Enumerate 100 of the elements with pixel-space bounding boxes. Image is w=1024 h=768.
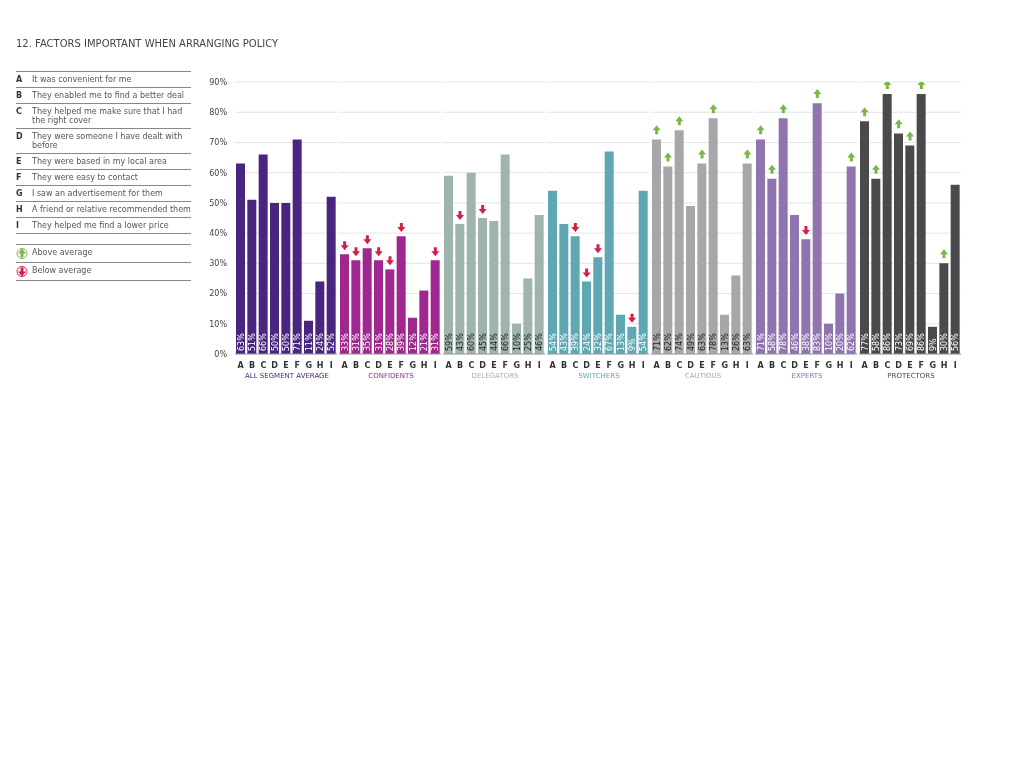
x-tick-label: H (940, 360, 948, 370)
x-tick-label: G (409, 360, 416, 370)
data-label: 78% (709, 332, 719, 351)
data-label: 39% (571, 332, 581, 351)
x-tick-label: B (560, 360, 568, 370)
data-label: 71% (293, 332, 303, 351)
x-tick-label: A (757, 360, 765, 370)
data-label: 74% (675, 332, 685, 351)
x-tick-label: D (895, 360, 903, 370)
bar (430, 260, 440, 354)
data-label: 24% (582, 332, 592, 351)
bar (905, 145, 915, 354)
data-label: 12% (408, 332, 418, 351)
bar (652, 139, 661, 354)
x-tick-label: D (687, 360, 695, 370)
point (652, 125, 661, 135)
x-tick-label: G (617, 360, 624, 370)
category-label: D (16, 132, 24, 143)
x-tick-label: H (420, 360, 428, 370)
data-label: 13% (720, 332, 730, 351)
bar (916, 94, 926, 354)
x-tick-label: B (248, 360, 256, 370)
category-label: A (16, 75, 24, 84)
text: They were someone I have dealt with before (32, 132, 184, 150)
point (756, 125, 765, 135)
point (883, 82, 892, 90)
text: They were based in my local area (32, 157, 168, 166)
x-tick-label: B (768, 360, 776, 370)
x-tick-label: D (791, 360, 799, 370)
x-tick-label: H (628, 360, 636, 370)
bar (882, 94, 892, 354)
data-label: 43% (455, 332, 465, 351)
category-label: C (16, 107, 23, 118)
data-label: 86% (917, 332, 927, 351)
data-label: 66% (259, 332, 269, 351)
bar (604, 151, 614, 354)
x-tick-label: I (433, 360, 437, 370)
x-tick-label: C (468, 360, 475, 370)
data-label: 62% (663, 332, 673, 351)
x-tick-label: C (260, 360, 267, 370)
text: They helped me make sure that I had the right cover (32, 107, 184, 125)
bar (351, 260, 361, 354)
data-label: 49% (686, 332, 696, 351)
data-label: 10% (512, 332, 522, 351)
x-tick-label: H (316, 360, 324, 370)
x-tick-label: I (329, 360, 333, 370)
x-tick-label: B (664, 360, 672, 370)
data-label: 69% (905, 332, 915, 351)
x-tick-label: D (479, 360, 487, 370)
bar (559, 224, 569, 354)
data-label: 54% (548, 332, 558, 351)
point (917, 82, 926, 90)
data-label: 13% (616, 332, 626, 351)
data-label: 67% (605, 332, 615, 351)
data-label: 56% (951, 332, 961, 351)
x-tick-label: B (872, 360, 880, 370)
y-tick-label: 40% (209, 228, 228, 238)
data-label: 73% (894, 332, 904, 351)
bar (281, 202, 291, 354)
point (940, 249, 948, 259)
bar (258, 154, 268, 354)
category-label: B (16, 91, 24, 100)
data-label: 59% (444, 332, 454, 351)
point (675, 116, 684, 126)
bar (778, 118, 788, 354)
x-tick-label: C (364, 360, 371, 370)
point (698, 149, 706, 159)
point (363, 235, 372, 245)
data-label: 35% (363, 332, 373, 351)
point (397, 223, 406, 233)
text: Below average (32, 266, 93, 277)
bar (247, 199, 257, 354)
x-tick-label: E (803, 360, 809, 370)
data-label: 9% (928, 337, 938, 351)
point (779, 104, 788, 114)
data-label: 46% (535, 332, 545, 351)
data-label: 21% (419, 332, 429, 351)
point (743, 149, 752, 159)
bar (270, 202, 279, 354)
data-label: 71% (652, 332, 662, 351)
x-tick-label: A (549, 360, 557, 370)
bar (674, 130, 684, 354)
data-label: 63% (697, 332, 707, 351)
x-tick-label: E (491, 360, 497, 370)
bar (767, 178, 777, 354)
text: They were easy to contact (32, 173, 139, 182)
data-label: 83% (813, 332, 823, 351)
bar (500, 154, 510, 354)
text: 12. FACTORS IMPORTANT WHEN ARRANGING POLICY (16, 38, 279, 49)
bar (396, 236, 406, 354)
data-label: 86% (883, 332, 893, 351)
data-label: 30% (939, 332, 949, 351)
text: They enabled me to find a better deal (32, 91, 186, 100)
x-tick-label: A (445, 360, 453, 370)
data-label: 26% (731, 332, 741, 351)
point (872, 164, 880, 174)
point (847, 152, 856, 162)
x-tick-label: G (305, 360, 312, 370)
bar (894, 133, 903, 354)
data-label: 31% (351, 332, 361, 351)
